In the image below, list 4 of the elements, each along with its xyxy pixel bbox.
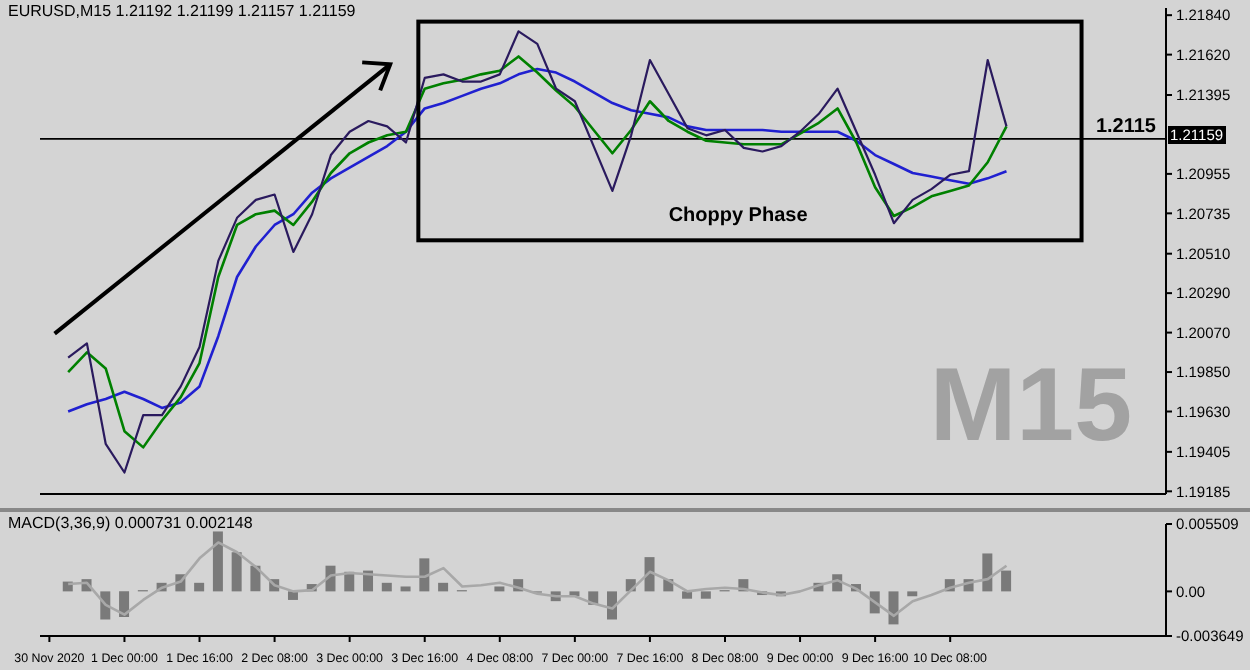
- chart-title: MACD(3,36,9) 0.000731 0.002148: [8, 514, 253, 532]
- ref-line-label: 1.2115: [1095, 116, 1157, 139]
- chart-title: EURUSD,M15 1.21192 1.21199 1.21157 1.21159: [8, 2, 356, 20]
- annotation: Choppy Phase: [668, 205, 808, 228]
